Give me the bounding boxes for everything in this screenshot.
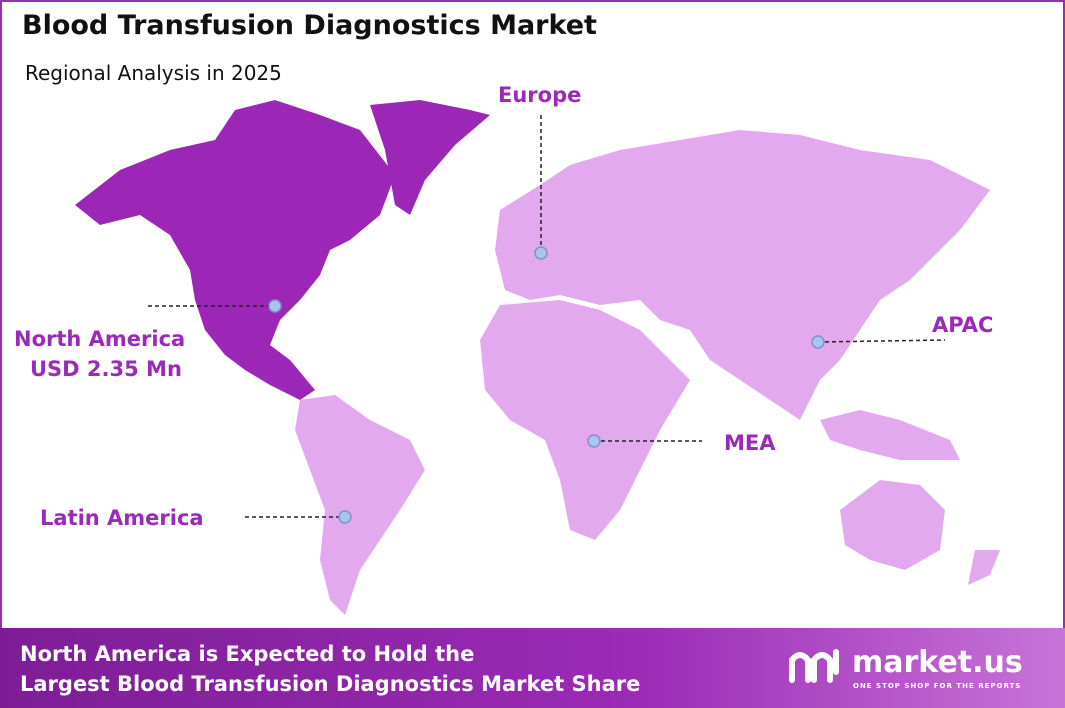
africa-shape [480, 300, 690, 540]
subtitle: Regional Analysis in 2025 [25, 61, 282, 85]
brand-tagline: ONE STOP SHOP FOR THE REPORTS [853, 682, 1021, 690]
south-america-shape [295, 395, 425, 615]
region-label: Latin America [40, 506, 204, 530]
brand-logo [789, 649, 839, 683]
brand-name: market.us [852, 645, 1023, 680]
region-marker [338, 510, 352, 524]
region-label: Europe [498, 83, 581, 107]
footer-line: North America is Expected to Hold the [20, 642, 474, 666]
region-value: USD 2.35 Mn [30, 357, 182, 381]
footer-band [0, 628, 1065, 708]
footer-line: Largest Blood Transfusion Diagnostics Ma… [20, 672, 640, 696]
greenland-shape [370, 100, 490, 215]
southeast-asia-shape [820, 410, 960, 460]
eurasia-shape [495, 130, 990, 420]
world-map [75, 100, 1000, 615]
title: Blood Transfusion Diagnostics Market [22, 10, 597, 41]
leader-line [817, 339, 946, 343]
region-label: APAC [932, 313, 993, 337]
australia-shape [840, 480, 945, 570]
region-marker [587, 434, 601, 448]
north-america-shape [75, 100, 395, 400]
region-label: MEA [724, 431, 776, 455]
region-label: North America [14, 327, 185, 351]
new-zealand-shape [968, 550, 1000, 585]
region-marker [811, 335, 825, 349]
region-marker [534, 246, 548, 260]
region-marker [268, 299, 282, 313]
